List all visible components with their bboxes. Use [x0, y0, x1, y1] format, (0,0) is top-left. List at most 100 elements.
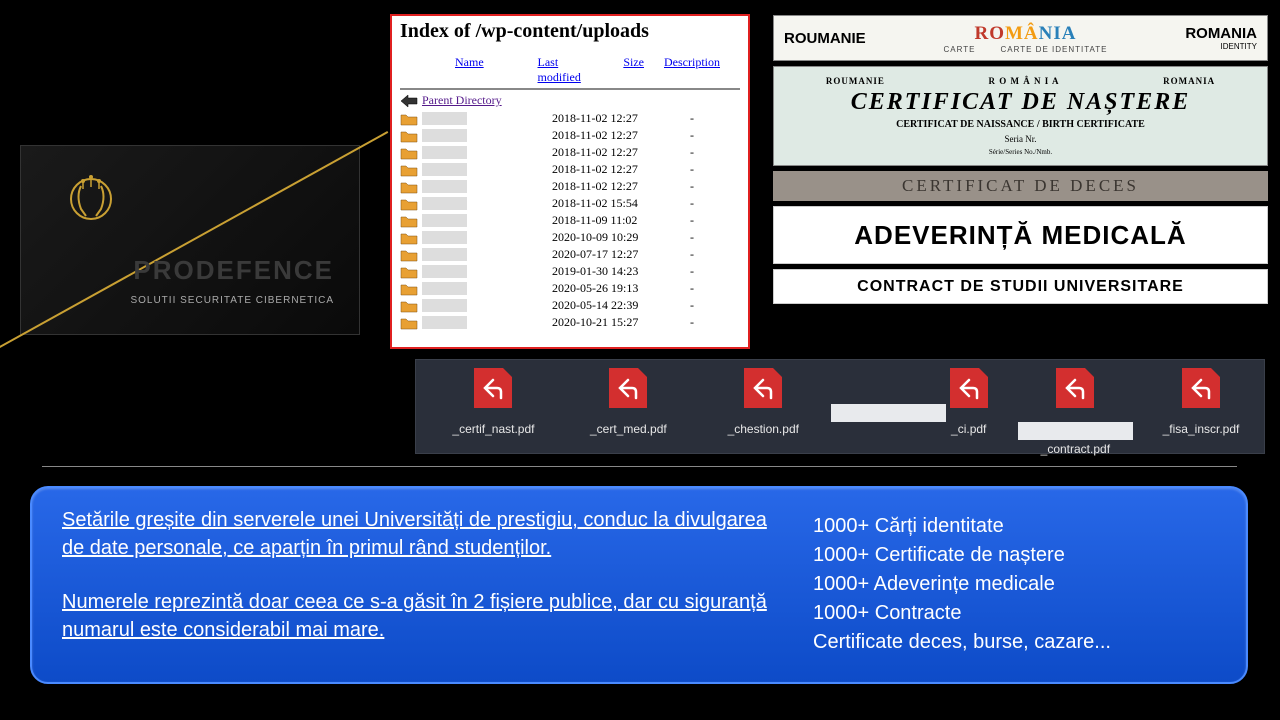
- prodefence-subtitle: SOLUTII SECURITATE CIBERNETICA: [130, 295, 334, 306]
- row-date: 2020-05-14 22:39: [552, 298, 664, 313]
- prodefence-card: PRODEFENCE SOLUTII SECURITATE CIBERNETIC…: [20, 145, 360, 335]
- directory-listing: Index of /wp-content/uploads Name Last m…: [390, 14, 750, 349]
- redacted-name: [422, 163, 467, 176]
- redacted-name: [422, 248, 467, 261]
- id-carte: CARTE: [944, 45, 976, 54]
- folder-icon: [400, 146, 418, 160]
- back-icon: [400, 94, 418, 108]
- birth-sub1: CERTIFICAT DE NAISSANCE / BIRTH CERTIFIC…: [896, 119, 1145, 130]
- directory-row[interactable]: 2018-11-02 15:54-: [400, 195, 740, 212]
- directory-row[interactable]: 2020-05-26 19:13-: [400, 280, 740, 297]
- header-description[interactable]: Description: [664, 55, 720, 85]
- birth-certificate-preview: ROUMANIER O M Â N I AROMANIA CERTIFICAT …: [773, 66, 1268, 166]
- folder-icon: [400, 214, 418, 228]
- row-date: 2020-10-21 15:27: [552, 315, 664, 330]
- birth-main: CERTIFICAT DE NAȘTERE: [851, 89, 1190, 116]
- pdf-icon: [474, 368, 512, 408]
- pdf-file[interactable]: _cert_med.pdf: [561, 368, 696, 436]
- redacted-name: [422, 180, 467, 193]
- redacted-name: [422, 197, 467, 210]
- callout-stats: 1000+ Cărți identitate1000+ Certificate …: [789, 506, 1216, 664]
- header-name[interactable]: Name: [455, 55, 518, 85]
- prodefence-logo-icon: [61, 171, 121, 231]
- id-flag-text: ROMÂNIA: [974, 23, 1076, 45]
- pdf-label: _contract.pdf: [1041, 442, 1110, 456]
- row-date: 2018-11-02 12:27: [552, 179, 664, 194]
- stat-line: Certificate deces, burse, cazare...: [813, 628, 1216, 657]
- header-modified[interactable]: Last modified: [538, 55, 604, 85]
- diagonal-line: [0, 131, 388, 351]
- id-right: ROMANIAIDENTITY: [1185, 25, 1257, 51]
- directory-headers: Name Last modified Size Description: [400, 55, 740, 85]
- row-date: 2020-07-17 12:27: [552, 247, 664, 262]
- birth-sub3: Série/Series No./Nmb.: [989, 148, 1052, 156]
- directory-row[interactable]: 2018-11-09 11:02-: [400, 212, 740, 229]
- pdf-label: _chestion.pdf: [728, 422, 799, 436]
- pdf-icon: [1182, 368, 1220, 408]
- folder-icon: [400, 282, 418, 296]
- redacted-name: [422, 299, 467, 312]
- row-date: 2018-11-02 12:27: [552, 145, 664, 160]
- pdf-file[interactable]: _ci.pdf: [831, 368, 988, 436]
- divider: [400, 88, 740, 90]
- pdf-icon: [950, 368, 988, 408]
- stat-line: 1000+ Cărți identitate: [813, 512, 1216, 541]
- directory-row[interactable]: 2019-01-30 14:23-: [400, 263, 740, 280]
- folder-icon: [400, 112, 418, 126]
- redacted-block: [831, 404, 946, 422]
- directory-row[interactable]: 2018-11-02 12:27-: [400, 127, 740, 144]
- parent-directory-link[interactable]: Parent Directory: [400, 93, 740, 108]
- directory-row[interactable]: 2020-10-09 10:29-: [400, 229, 740, 246]
- pdf-file[interactable]: _fisa_inscr.pdf: [1148, 368, 1254, 436]
- row-date: 2020-05-26 19:13: [552, 281, 664, 296]
- row-date: 2018-11-09 11:02: [552, 213, 664, 228]
- pdf-file[interactable]: _contract.pdf: [1013, 368, 1138, 456]
- row-date: 2019-01-30 14:23: [552, 264, 664, 279]
- directory-row[interactable]: 2018-11-02 12:27-: [400, 178, 740, 195]
- folder-icon: [400, 316, 418, 330]
- id-left: ROUMANIE: [784, 30, 866, 47]
- directory-row[interactable]: 2020-10-21 15:27-: [400, 314, 740, 331]
- document-previews: ROUMANIE ROMÂNIA CARTE CARTE DE IDENTITAT…: [773, 15, 1268, 309]
- pdf-file[interactable]: _chestion.pdf: [696, 368, 831, 436]
- folder-icon: [400, 129, 418, 143]
- folder-icon: [400, 180, 418, 194]
- pdf-label: _cert_med.pdf: [590, 422, 667, 436]
- folder-icon: [400, 248, 418, 262]
- redacted-name: [422, 282, 467, 295]
- folder-icon: [400, 163, 418, 177]
- redacted-name: [422, 112, 467, 125]
- info-callout: Setările greșite din serverele unei Univ…: [30, 486, 1248, 684]
- row-date: 2018-11-02 12:27: [552, 162, 664, 177]
- row-date: 2018-11-02 12:27: [552, 111, 664, 126]
- id-carte-sub: CARTE DE IDENTITATE: [1000, 45, 1107, 54]
- directory-row[interactable]: 2020-05-14 22:39-: [400, 297, 740, 314]
- pdf-label: _ci.pdf: [951, 422, 986, 436]
- pdf-file[interactable]: _certif_nast.pdf: [426, 368, 561, 436]
- directory-row[interactable]: 2018-11-02 12:27-: [400, 110, 740, 127]
- directory-row[interactable]: 2020-07-17 12:27-: [400, 246, 740, 263]
- stat-line: 1000+ Adeverințe medicale: [813, 570, 1216, 599]
- redacted-name: [422, 231, 467, 244]
- directory-row[interactable]: 2018-11-02 12:27-: [400, 161, 740, 178]
- header-size[interactable]: Size: [623, 55, 644, 85]
- birth-sub2: Seria Nr.: [1005, 134, 1037, 144]
- death-certificate-preview: CERTIFICAT DE DECES: [773, 171, 1268, 201]
- redacted-block: [1018, 422, 1133, 440]
- row-date: 2020-10-09 10:29: [552, 230, 664, 245]
- redacted-name: [422, 129, 467, 142]
- identity-card-preview: ROUMANIE ROMÂNIA CARTE CARTE DE IDENTITAT…: [773, 15, 1268, 61]
- folder-icon: [400, 299, 418, 313]
- row-date: 2018-11-02 15:54: [552, 196, 664, 211]
- horizontal-divider: [42, 466, 1237, 467]
- directory-row[interactable]: 2018-11-02 12:27-: [400, 144, 740, 161]
- redacted-name: [422, 316, 467, 329]
- pdf-icon: [609, 368, 647, 408]
- stat-line: 1000+ Certificate de naștere: [813, 541, 1216, 570]
- stat-line: 1000+ Contracte: [813, 599, 1216, 628]
- redacted-name: [422, 265, 467, 278]
- callout-paragraph-2: Numerele reprezintă doar ceea ce s-a găs…: [62, 588, 789, 644]
- pdf-label: _certif_nast.pdf: [452, 422, 534, 436]
- medical-certificate-preview: ADEVERINȚĂ MEDICALĂ: [773, 206, 1268, 264]
- row-date: 2018-11-02 12:27: [552, 128, 664, 143]
